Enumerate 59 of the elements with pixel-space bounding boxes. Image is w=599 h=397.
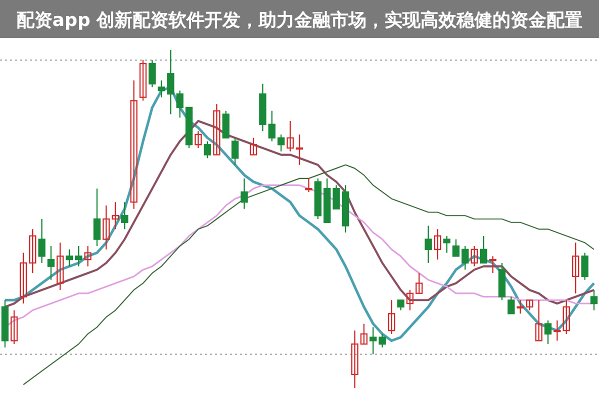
candlestick — [305, 178, 312, 193]
chart-title: 配资app 创新配资软件开发，助力金融市场，实现高效稳健的资金配置 — [16, 10, 583, 31]
candlestick — [75, 245, 82, 267]
candlestick — [102, 204, 110, 250]
candlestick — [581, 252, 588, 280]
candlestick — [452, 238, 460, 257]
candlestick — [332, 184, 340, 210]
candlestick — [139, 60, 147, 102]
candlestick — [20, 252, 28, 304]
candlestick — [508, 296, 515, 314]
candlestick — [231, 137, 239, 166]
candlestick — [121, 202, 128, 230]
candlestick — [286, 120, 294, 152]
candlestick — [296, 134, 304, 166]
candlestick — [397, 300, 404, 311]
candlestick — [250, 137, 258, 156]
candlestick — [176, 90, 184, 118]
candlestick — [424, 225, 432, 264]
candlestick — [434, 228, 442, 260]
candlestick — [378, 333, 386, 348]
candlestick — [554, 320, 561, 342]
candlestick — [535, 300, 542, 342]
candlestick — [443, 235, 450, 254]
candlestick — [351, 330, 358, 389]
candlestick — [194, 130, 202, 149]
candlestick — [47, 245, 55, 280]
candlestick — [526, 300, 534, 311]
candlestick — [167, 49, 174, 115]
candlestick — [480, 235, 488, 264]
candlestick — [590, 289, 598, 311]
candlestick — [268, 110, 276, 142]
candlestick — [93, 188, 101, 247]
candlestick — [544, 320, 552, 345]
candlestick — [84, 245, 92, 267]
candlestick — [406, 289, 414, 311]
candlestick — [489, 256, 496, 274]
candlestick — [240, 178, 248, 210]
candlestick — [277, 134, 285, 152]
candlestick — [516, 300, 524, 314]
candlestick — [213, 103, 220, 156]
candlestick — [204, 140, 212, 159]
candlestick — [360, 323, 368, 345]
candlestick — [10, 310, 18, 345]
candlestick — [38, 218, 46, 264]
candlestick — [222, 110, 230, 138]
candlestick — [462, 245, 469, 270]
candlestick — [148, 60, 156, 88]
candlestick — [562, 300, 570, 335]
candlestick — [572, 242, 580, 294]
candlestick — [130, 80, 138, 210]
candlestick — [416, 272, 423, 294]
candlestick — [158, 80, 166, 98]
candlestick — [66, 248, 74, 267]
candlestick — [370, 326, 377, 355]
candlestick — [470, 245, 478, 267]
candlestick — [56, 242, 64, 291]
candlestick — [112, 202, 120, 230]
candlestick — [388, 300, 396, 335]
candlestick — [29, 228, 36, 274]
